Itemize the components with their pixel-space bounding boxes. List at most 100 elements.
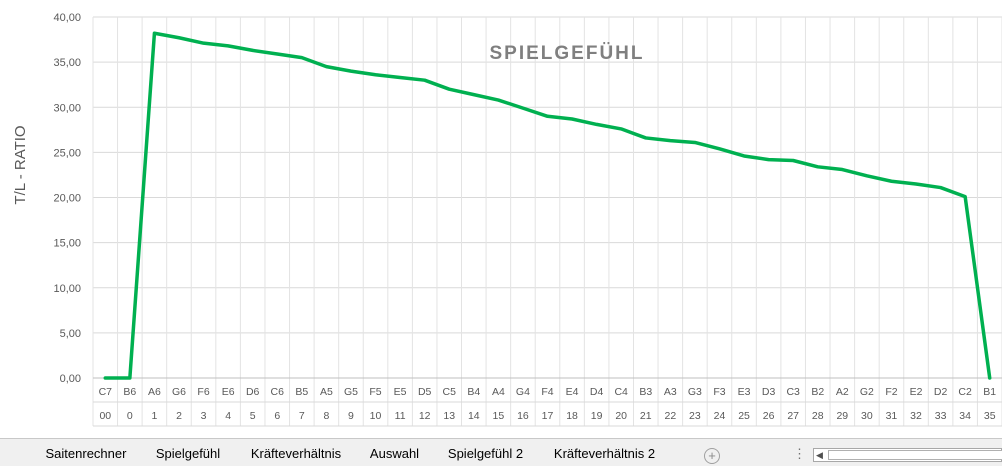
- y-tick-label: 25,00: [53, 147, 81, 159]
- x-tick-label-note: D3: [762, 386, 776, 398]
- plus-circle-icon[interactable]: +: [704, 448, 720, 464]
- x-tick-label-note: C4: [614, 386, 628, 398]
- x-tick-label-number: 22: [664, 410, 676, 422]
- x-tick-label-number: 16: [517, 410, 529, 422]
- x-tick-label-number: 35: [984, 410, 996, 422]
- x-tick-label-note: F4: [541, 386, 553, 398]
- series-layer: [103, 31, 992, 380]
- y-tick-label: 40,00: [53, 12, 81, 24]
- x-tick-label-number: 12: [419, 410, 431, 422]
- x-tick-label-number: 8: [323, 410, 329, 422]
- x-tick-label-note: F5: [369, 386, 381, 398]
- x-tick-label-note: A4: [492, 386, 505, 398]
- x-tick-label-note: D4: [590, 386, 604, 398]
- x-tick-label-number: 17: [542, 410, 554, 422]
- x-tick-label-number: 4: [225, 410, 231, 422]
- x-tick-label-note: E3: [738, 386, 751, 398]
- x-tick-label-note: E5: [394, 386, 407, 398]
- scroll-left-icon[interactable]: ◀: [816, 450, 823, 460]
- x-tick-label-number: 13: [443, 410, 455, 422]
- y-tick-label: 35,00: [53, 57, 81, 69]
- x-tick-label-number: 20: [615, 410, 627, 422]
- x-tick-label-note: E2: [910, 386, 923, 398]
- x-tick-label-note: B5: [295, 386, 308, 398]
- x-tick-label-number: 34: [959, 410, 971, 422]
- y-axis-ticks: 0,00 5,00 10,00 15,00 20,00 25,00 30,00 35,00 40…: [53, 12, 81, 385]
- x-tick-label-number: 29: [836, 410, 848, 422]
- x-tick-label-number: 21: [640, 410, 652, 422]
- x-tick-label-number: 6: [274, 410, 280, 422]
- x-tick-label-number: 26: [763, 410, 775, 422]
- x-tick-label-note: D2: [934, 386, 948, 398]
- x-tick-label-note: G4: [516, 386, 530, 398]
- x-tick-label-note: G6: [172, 386, 186, 398]
- x-tick-label-number: 0: [127, 410, 133, 422]
- x-tick-label-note: C7: [99, 386, 113, 398]
- x-tick-label-note: F6: [197, 386, 209, 398]
- x-tick-label-note: A6: [148, 386, 161, 398]
- x-tick-label-number: 1: [151, 410, 157, 422]
- x-tick-label-note: C5: [443, 386, 457, 398]
- x-tick-label-note: C2: [958, 386, 972, 398]
- y-axis-label: T/L - RATIO: [12, 125, 29, 204]
- x-tick-label-number: 33: [935, 410, 947, 422]
- x-tick-label-note: F3: [713, 386, 725, 398]
- y-tick-label: 15,00: [53, 238, 81, 250]
- y-tick-label: 10,00: [53, 283, 81, 295]
- x-tick-label-note: D6: [246, 386, 260, 398]
- x-tick-label-number: 15: [493, 410, 505, 422]
- x-tick-label-number: 14: [468, 410, 480, 422]
- x-tick-label-number: 3: [201, 410, 207, 422]
- x-tick-label-number: 19: [591, 410, 603, 422]
- y-tick-label: 20,00: [53, 193, 81, 205]
- x-tick-label-note: E6: [222, 386, 235, 398]
- x-tick-label-note: F2: [885, 386, 897, 398]
- horizontal-scrollbar[interactable]: ◀: [813, 448, 1002, 462]
- chart-axes: [93, 377, 1002, 427]
- x-tick-label-number: 23: [689, 410, 701, 422]
- x-tick-label-number: 18: [566, 410, 578, 422]
- series-line: [103, 31, 992, 380]
- tab-spielgefuehl-2[interactable]: Spielgefühl 2: [447, 446, 524, 461]
- x-tick-label-note: B1: [983, 386, 996, 398]
- chart-title: SPIELGEFÜHL: [489, 43, 644, 64]
- x-tick-label-note: G5: [344, 386, 358, 398]
- x-tick-label-note: D5: [418, 386, 432, 398]
- x-tick-label-number: 2: [176, 410, 182, 422]
- y-tick-label: 30,00: [53, 102, 81, 114]
- x-tick-label-number: 25: [738, 410, 750, 422]
- x-tick-label-number: 31: [886, 410, 898, 422]
- tab-auswahl[interactable]: Auswahl: [369, 446, 420, 461]
- chart-grid: [92, 16, 1002, 426]
- line-chart: 0,005,0010,0015,0020,0025,0030,0035,0040…: [12, 12, 1002, 427]
- tab-kraefteverhaeltnis-2[interactable]: Kräfteverhältnis 2: [553, 446, 656, 461]
- x-tick-label-number: 9: [348, 410, 354, 422]
- y-tick-label: 0,00: [60, 373, 81, 385]
- sheet-tab-bar: Saitenrechner Spielgefühl Kräfteverhältn…: [0, 438, 1002, 466]
- x-tick-label-number: 00: [99, 410, 111, 422]
- x-tick-label-number: 10: [370, 410, 382, 422]
- tab-saitenrechner[interactable]: Saitenrechner: [45, 446, 127, 461]
- x-tick-label-number: 5: [250, 410, 256, 422]
- more-options-icon[interactable]: ⋮: [793, 446, 806, 461]
- x-tick-label-note: B3: [639, 386, 652, 398]
- x-tick-label-note: A3: [664, 386, 677, 398]
- y-tick-label: 5,00: [60, 328, 81, 340]
- x-tick-label-note: B2: [811, 386, 824, 398]
- scrollbar-thumb[interactable]: [828, 450, 1002, 460]
- x-tick-label-note: B6: [123, 386, 136, 398]
- x-tick-label-note: A2: [836, 386, 849, 398]
- x-tick-label-note: E4: [566, 386, 579, 398]
- x-tick-label-note: G3: [688, 386, 702, 398]
- x-tick-label-note: G2: [860, 386, 874, 398]
- x-tick-label-number: 7: [299, 410, 305, 422]
- tab-kraefteverhaeltnis[interactable]: Kräfteverhältnis: [250, 446, 342, 461]
- x-tick-label-note: C3: [786, 386, 800, 398]
- x-tick-label-note: A5: [320, 386, 333, 398]
- x-tick-label-number: 11: [395, 410, 406, 422]
- x-tick-label-number: 28: [812, 410, 824, 422]
- tab-spielgefuehl[interactable]: Spielgefühl: [155, 446, 221, 461]
- x-axis-ticks: C7 00 B6 0 A6 1 G6 2 F6 3 E6 4 D6 5 C6 6 B5 7 A5 8 G5 9 F5 10 E5…: [99, 386, 997, 422]
- x-tick-label-number: 32: [910, 410, 922, 422]
- x-tick-label-number: 30: [861, 410, 873, 422]
